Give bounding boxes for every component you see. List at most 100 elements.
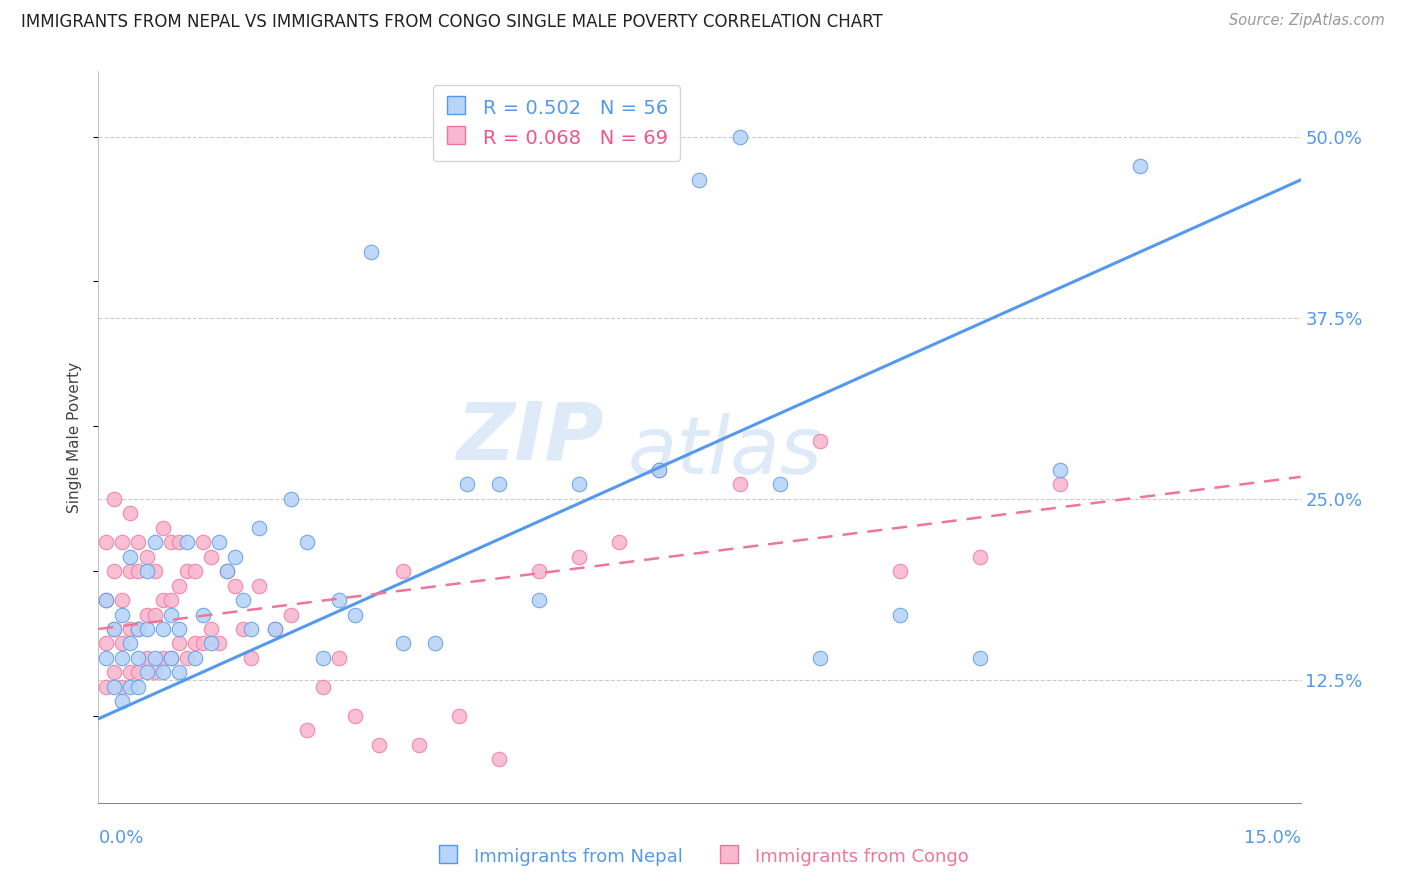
Point (1049, 463, 1071, 477)
Point (215, 564, 238, 578)
Point (152, 665, 174, 680)
Point (239, 622, 262, 636)
Point (183, 636, 205, 650)
Point (889, 564, 911, 578)
Point (103, 680, 125, 694)
Point (96, 636, 118, 650)
Point (529, 593, 551, 607)
Point (232, 593, 254, 607)
Point (232, 622, 254, 636)
Point (167, 622, 190, 636)
Point (143, 651, 166, 665)
Point (247, 578, 270, 592)
Text: 0.0%: 0.0% (98, 829, 143, 847)
Point (769, 477, 792, 491)
Point (568, 549, 591, 564)
Point (456, 477, 478, 491)
Point (183, 564, 205, 578)
Point (208, 636, 231, 650)
Y-axis label: Single Male Poverty: Single Male Poverty (67, 361, 83, 513)
Point (423, 636, 446, 650)
Point (183, 651, 205, 665)
Point (167, 665, 190, 680)
Point (239, 651, 262, 665)
Point (111, 694, 134, 708)
Point (728, 129, 751, 144)
Point (128, 622, 150, 636)
Point (111, 636, 134, 650)
Point (200, 622, 222, 636)
Point (96, 535, 118, 549)
Point (343, 709, 366, 723)
Text: atlas: atlas (627, 413, 823, 491)
Point (128, 680, 150, 694)
Point (120, 564, 142, 578)
Point (488, 477, 510, 491)
Point (176, 564, 198, 578)
Text: Source: ZipAtlas.com: Source: ZipAtlas.com (1229, 13, 1385, 29)
Point (135, 651, 157, 665)
Point (312, 680, 335, 694)
Point (167, 636, 190, 650)
Point (152, 593, 174, 607)
Point (368, 738, 391, 752)
Point (103, 665, 125, 680)
Point (120, 549, 142, 564)
Point (648, 463, 671, 477)
Point (392, 564, 415, 578)
Point (159, 607, 181, 622)
Point (488, 752, 510, 766)
Point (143, 564, 166, 578)
Point (159, 593, 181, 607)
Point (215, 564, 238, 578)
Point (392, 636, 415, 650)
Point (889, 607, 911, 622)
Point (167, 578, 190, 592)
Point (159, 535, 181, 549)
Point (728, 477, 751, 491)
Point (280, 491, 302, 506)
Point (159, 651, 181, 665)
Point (111, 535, 134, 549)
Point (263, 622, 285, 636)
Point (120, 622, 142, 636)
Point (103, 622, 125, 636)
Point (568, 477, 591, 491)
Point (128, 665, 150, 680)
Point (111, 593, 134, 607)
Point (447, 709, 470, 723)
Point (609, 535, 631, 549)
Point (135, 564, 157, 578)
Point (120, 680, 142, 694)
Point (120, 665, 142, 680)
Point (208, 535, 231, 549)
Point (96, 651, 118, 665)
Point (969, 651, 991, 665)
Point (176, 535, 198, 549)
Point (200, 549, 222, 564)
Point (120, 506, 142, 520)
Point (128, 622, 150, 636)
Point (152, 520, 174, 534)
Point (191, 607, 214, 622)
Point (648, 463, 671, 477)
Point (808, 434, 831, 448)
Point (135, 607, 157, 622)
Point (111, 607, 134, 622)
Point (969, 549, 991, 564)
Text: 15.0%: 15.0% (1243, 829, 1301, 847)
Point (295, 723, 318, 738)
Point (143, 665, 166, 680)
Point (408, 738, 430, 752)
Point (103, 564, 125, 578)
Point (135, 665, 157, 680)
Point (128, 651, 150, 665)
Point (128, 535, 150, 549)
Point (96, 593, 118, 607)
Point (103, 622, 125, 636)
Point (1129, 159, 1152, 173)
Point (111, 680, 134, 694)
Legend: R = 0.502   N = 56, R = 0.068   N = 69: R = 0.502 N = 56, R = 0.068 N = 69 (433, 85, 681, 161)
Point (1049, 477, 1071, 491)
Point (328, 651, 350, 665)
